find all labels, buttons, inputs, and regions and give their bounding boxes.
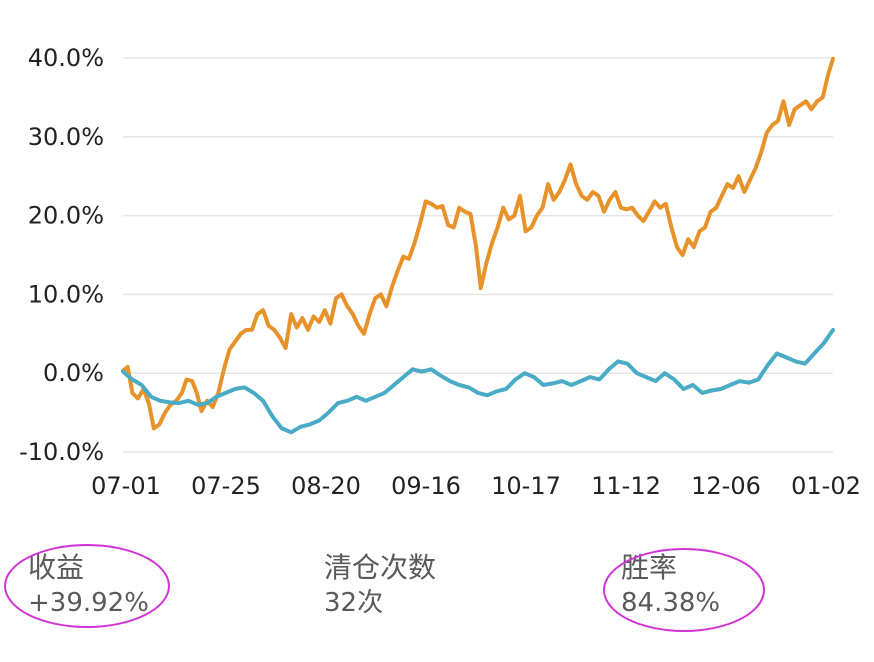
grid-lines	[123, 57, 833, 453]
winrate-value: 84.38%	[621, 588, 721, 618]
stats-panel: 收益 +39.92% 清仓次数 32次 胜率 84.38%	[0, 540, 874, 662]
y-axis-ticks: 40.0% 30.0% 20.0% 10.0% 0.0% -10.0%	[19, 44, 104, 466]
y-tick-label: 10.0%	[28, 280, 104, 308]
x-tick-label: 08-20	[291, 472, 361, 500]
y-tick-label: 40.0%	[28, 44, 104, 72]
winrate-label: 胜率	[621, 551, 678, 584]
x-tick-label: 07-01	[91, 472, 161, 500]
strategy-return-line	[121, 56, 835, 431]
trades-stat: 清仓次数 32次	[324, 550, 436, 620]
return-value: +39.92%	[28, 588, 149, 618]
x-tick-label: 07-25	[191, 472, 261, 500]
x-axis-ticks: 07-01 07-25 08-20 09-16 10-17 11-12 12-06 01-02	[91, 472, 861, 500]
x-tick-label: 09-16	[391, 472, 461, 500]
benchmark-return-line	[121, 327, 835, 435]
x-tick-label: 01-02	[791, 472, 861, 500]
x-tick-label: 12-06	[691, 472, 761, 500]
x-tick-label: 11-12	[591, 472, 661, 500]
series-lines	[121, 56, 835, 435]
performance-chart: 40.0% 30.0% 20.0% 10.0% 0.0% -10.0% 07-01 07-2…	[19, 44, 861, 500]
y-tick-label: 0.0%	[43, 359, 104, 387]
trades-value: 32次	[324, 588, 384, 618]
return-label: 收益	[28, 551, 85, 584]
winrate-stat: 胜率 84.38%	[621, 550, 720, 620]
x-tick-label: 10-17	[491, 472, 561, 500]
trades-label: 清仓次数	[324, 551, 437, 584]
y-tick-label: -10.0%	[19, 438, 104, 466]
y-tick-label: 30.0%	[28, 123, 104, 151]
return-stat: 收益 +39.92%	[28, 550, 149, 620]
y-tick-label: 20.0%	[28, 202, 104, 230]
